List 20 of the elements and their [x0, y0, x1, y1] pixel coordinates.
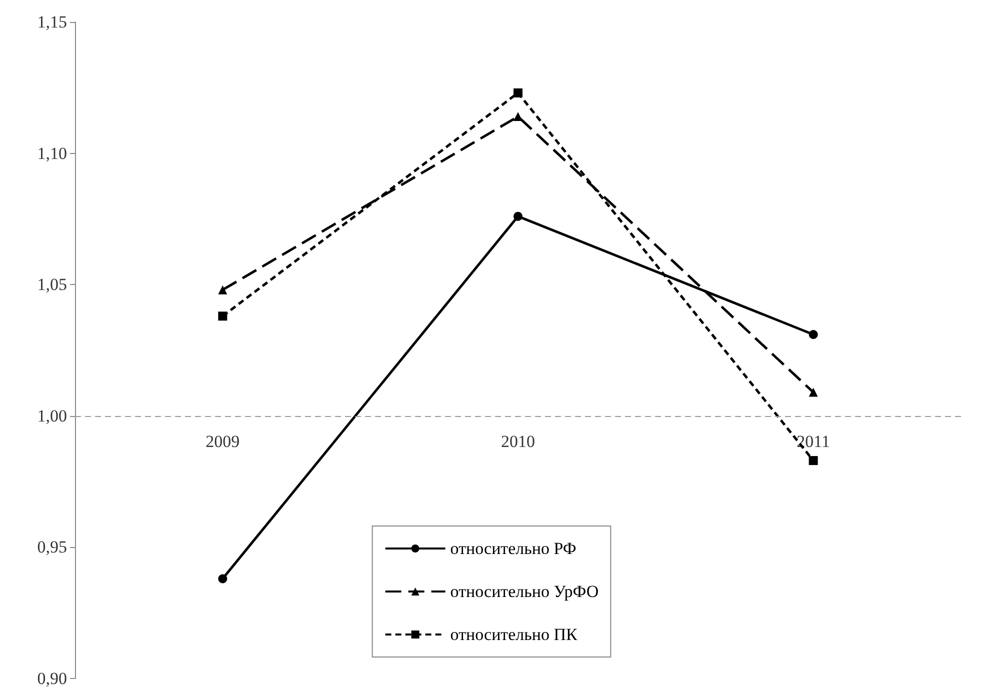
legend-label: относительно УрФО	[450, 582, 599, 601]
x-tick-label: 2010	[501, 432, 535, 451]
y-tick-label: 1,10	[37, 144, 67, 163]
x-tick-label: 2011	[796, 432, 830, 451]
point	[218, 574, 228, 584]
legend-label: относительно РФ	[450, 539, 576, 558]
y-tick-label: 1,15	[37, 12, 67, 32]
point	[514, 88, 522, 98]
point	[514, 212, 522, 221]
y-tick-label: 1,05	[37, 275, 67, 294]
x-tick-label: 2009	[206, 432, 240, 451]
point	[218, 312, 228, 321]
y-tick-label: 0,95	[37, 538, 67, 557]
point	[218, 285, 228, 294]
y-tick-label: 1,00	[37, 406, 67, 426]
y-tick-label: 0,90	[37, 669, 67, 687]
point	[808, 456, 818, 466]
point	[808, 330, 818, 339]
legend-label: относительно ПК	[450, 625, 578, 644]
point	[808, 388, 818, 397]
